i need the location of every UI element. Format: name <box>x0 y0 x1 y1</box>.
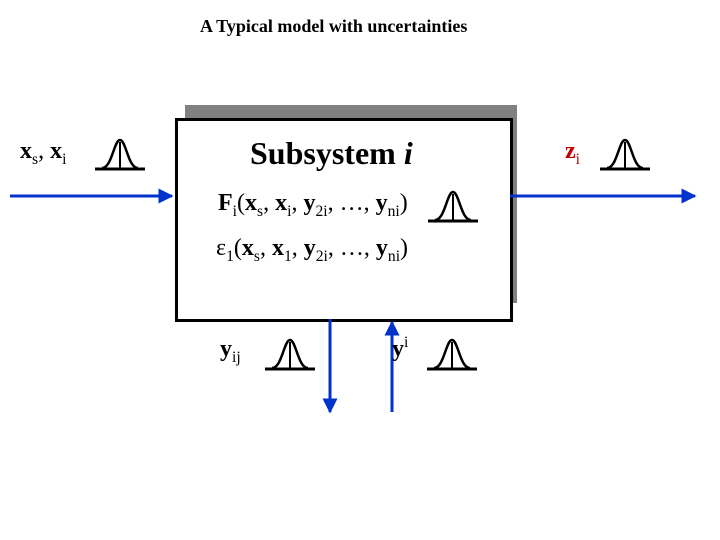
label-epsilon-function: ε1(xs, x1, y2i, …, yni) <box>216 235 408 262</box>
distribution-icon <box>95 136 145 172</box>
diagram-canvas: A Typical model with uncertainties xs, x… <box>0 0 720 540</box>
distribution-icon <box>427 336 477 372</box>
label-y-sup-i: yi <box>392 336 408 363</box>
label-F-function: Fi(xs, xi, y2i, …, yni) <box>218 190 408 217</box>
label-z-i: zi <box>565 138 580 165</box>
diagram-title: A Typical model with uncertainties <box>200 16 467 37</box>
label-y-ij: yij <box>220 336 241 363</box>
distribution-icon <box>600 136 650 172</box>
label-subsystem-title: Subsystem i <box>250 135 413 172</box>
distribution-icon <box>428 188 478 224</box>
distribution-icon <box>265 336 315 372</box>
label-input-xs-xi: xs, xi <box>20 138 66 165</box>
